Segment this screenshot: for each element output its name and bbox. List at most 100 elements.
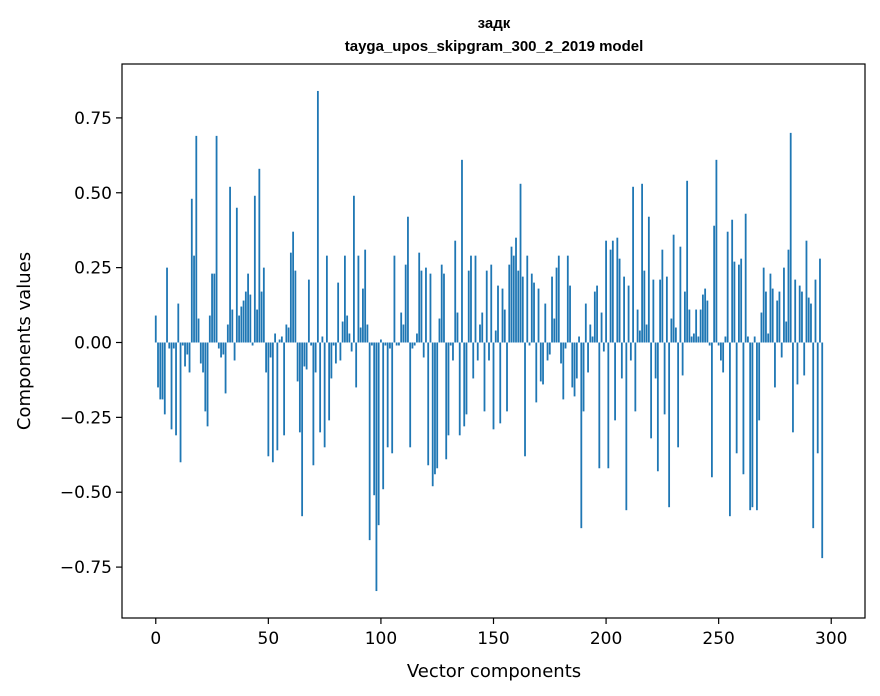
bar	[298, 342, 301, 433]
bar	[395, 342, 398, 346]
bar	[193, 255, 195, 343]
bar	[256, 309, 258, 343]
bar	[339, 342, 342, 361]
bar	[562, 342, 565, 400]
bar	[517, 270, 520, 343]
bar	[643, 270, 646, 343]
bar	[350, 342, 353, 352]
bar	[548, 342, 551, 355]
bar	[519, 183, 522, 343]
bar	[740, 258, 743, 343]
bar	[470, 255, 472, 343]
bar	[681, 342, 684, 376]
bar	[463, 342, 466, 427]
bar	[278, 339, 281, 343]
y-tick-label: −0.75	[60, 558, 112, 578]
bar	[334, 342, 337, 364]
x-tick-label: 150	[477, 629, 509, 649]
bar	[587, 342, 589, 373]
bar	[197, 318, 200, 343]
bar	[607, 342, 610, 469]
bar	[600, 312, 603, 343]
bar	[821, 342, 824, 559]
bar	[269, 342, 272, 358]
bar	[792, 342, 794, 433]
bar	[319, 342, 322, 433]
bar	[474, 255, 477, 343]
bar	[479, 324, 481, 343]
bar	[668, 342, 671, 508]
bar	[328, 342, 331, 421]
bar	[170, 342, 173, 430]
bar	[747, 336, 749, 343]
bar	[159, 342, 162, 400]
bar	[344, 255, 346, 343]
bar	[305, 342, 308, 370]
bar	[814, 279, 817, 343]
bar	[557, 255, 560, 343]
bar	[265, 342, 267, 373]
bar	[699, 309, 702, 343]
bar	[409, 342, 412, 448]
bar	[697, 336, 700, 343]
bar	[672, 234, 675, 343]
bar	[623, 276, 625, 343]
bar	[780, 342, 783, 358]
bar	[627, 285, 630, 343]
bar	[384, 342, 387, 346]
bar	[461, 159, 463, 343]
bar	[440, 264, 443, 343]
bar	[632, 186, 634, 343]
bar	[407, 216, 409, 343]
bar	[533, 282, 535, 343]
bar	[190, 198, 193, 343]
bar	[465, 342, 468, 415]
bar	[555, 267, 558, 343]
x-axis-label: Vector components	[407, 661, 581, 682]
bar	[427, 342, 430, 466]
bar	[524, 342, 526, 457]
bar	[783, 267, 785, 343]
bar	[526, 255, 529, 343]
bar	[794, 279, 797, 343]
bar	[776, 300, 779, 343]
x-tick-label: 300	[815, 629, 847, 649]
y-tick-label: −0.50	[60, 483, 112, 503]
bar	[355, 342, 358, 388]
bar	[488, 342, 490, 361]
bar	[368, 342, 371, 541]
bar	[217, 342, 220, 349]
bar	[744, 213, 747, 343]
bar	[749, 342, 752, 511]
bar	[551, 276, 553, 343]
bar	[578, 336, 580, 343]
bar	[560, 342, 562, 364]
bar	[506, 342, 508, 412]
bar	[179, 342, 182, 463]
bar	[411, 342, 414, 349]
bar	[371, 342, 373, 346]
bar	[452, 342, 454, 361]
bar	[292, 231, 295, 343]
bar	[454, 240, 457, 343]
bar	[756, 342, 758, 511]
bar	[796, 342, 799, 385]
bar	[665, 276, 668, 343]
bar	[738, 264, 740, 343]
bar	[618, 258, 621, 343]
bar	[240, 306, 243, 343]
bar	[431, 342, 434, 487]
x-tick-label: 0	[150, 629, 161, 649]
bar	[645, 324, 648, 343]
bar	[404, 264, 407, 343]
bar	[722, 342, 725, 373]
bar	[346, 315, 349, 343]
bar	[413, 342, 416, 346]
bar	[805, 240, 808, 343]
bar	[609, 249, 612, 343]
bar	[438, 318, 441, 343]
bar	[602, 342, 605, 352]
bar	[807, 297, 810, 343]
bar	[249, 294, 252, 343]
